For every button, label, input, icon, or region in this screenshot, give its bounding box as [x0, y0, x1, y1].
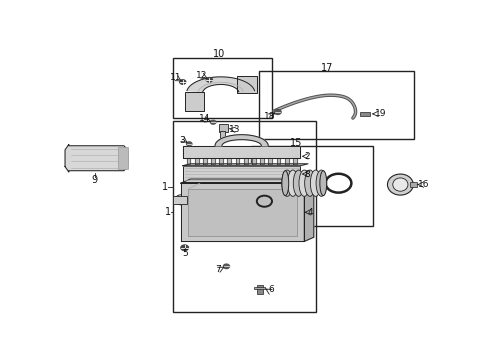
Text: 9: 9	[92, 175, 98, 185]
Text: 6: 6	[268, 285, 274, 294]
Bar	[219, 123, 228, 132]
Bar	[173, 58, 272, 118]
Text: 18: 18	[264, 112, 275, 121]
Polygon shape	[285, 158, 289, 164]
Ellipse shape	[316, 170, 327, 196]
Circle shape	[211, 120, 216, 124]
Circle shape	[206, 77, 212, 82]
Text: 14: 14	[199, 114, 211, 123]
Text: 5: 5	[182, 249, 188, 258]
Polygon shape	[195, 158, 198, 164]
Bar	[361, 112, 370, 116]
Bar	[118, 147, 128, 169]
Ellipse shape	[294, 170, 304, 196]
Bar	[237, 76, 257, 93]
Polygon shape	[276, 158, 280, 164]
Polygon shape	[203, 158, 207, 164]
Text: 17: 17	[321, 63, 333, 73]
Circle shape	[187, 142, 192, 146]
Text: 13: 13	[229, 125, 241, 134]
Bar	[259, 71, 415, 139]
Ellipse shape	[288, 170, 298, 196]
Polygon shape	[244, 158, 247, 164]
Circle shape	[181, 245, 189, 251]
Polygon shape	[227, 158, 231, 164]
Polygon shape	[215, 135, 268, 146]
Polygon shape	[269, 158, 272, 164]
Text: 19: 19	[374, 109, 386, 118]
Bar	[183, 166, 300, 182]
Polygon shape	[260, 158, 264, 164]
Bar	[220, 131, 225, 139]
Bar	[189, 189, 297, 236]
Ellipse shape	[388, 174, 413, 195]
Bar	[410, 183, 417, 187]
Ellipse shape	[320, 171, 327, 195]
Text: 4: 4	[307, 208, 313, 217]
Polygon shape	[211, 158, 215, 164]
Ellipse shape	[393, 178, 408, 191]
Bar	[251, 146, 372, 226]
Circle shape	[223, 264, 229, 269]
Polygon shape	[293, 158, 297, 164]
Polygon shape	[252, 158, 256, 164]
Text: 10: 10	[213, 49, 225, 59]
Polygon shape	[183, 146, 300, 158]
Polygon shape	[236, 158, 240, 164]
Ellipse shape	[310, 170, 321, 196]
Polygon shape	[181, 183, 304, 242]
Polygon shape	[181, 179, 314, 183]
Text: 15: 15	[290, 138, 302, 148]
Bar	[173, 196, 187, 204]
Text: 16: 16	[418, 180, 430, 189]
Text: 3: 3	[179, 136, 185, 145]
Bar	[185, 92, 204, 111]
Ellipse shape	[299, 170, 310, 196]
Ellipse shape	[282, 170, 293, 196]
Polygon shape	[183, 164, 308, 166]
Text: 11: 11	[170, 73, 182, 82]
Circle shape	[274, 109, 281, 114]
Bar	[257, 285, 263, 294]
Text: 1: 1	[165, 207, 171, 217]
Bar	[254, 287, 265, 289]
Bar	[173, 121, 316, 312]
Text: 2: 2	[304, 152, 310, 161]
Polygon shape	[220, 158, 223, 164]
Ellipse shape	[305, 170, 315, 196]
Polygon shape	[187, 158, 190, 164]
Circle shape	[180, 80, 186, 84]
Ellipse shape	[282, 171, 289, 195]
Polygon shape	[187, 77, 254, 92]
Text: 7: 7	[215, 265, 221, 274]
Text: 1: 1	[162, 183, 168, 192]
Polygon shape	[304, 179, 314, 242]
Text: 8: 8	[304, 170, 310, 179]
Text: 12: 12	[196, 71, 207, 80]
Polygon shape	[65, 144, 128, 172]
